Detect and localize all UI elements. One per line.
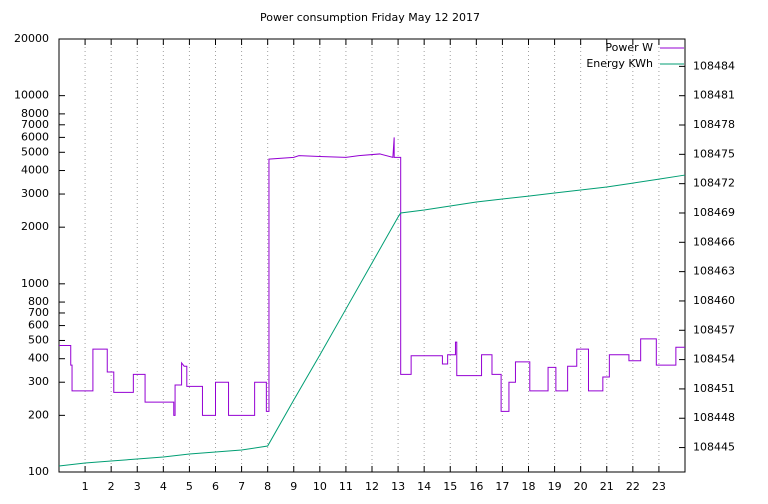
y-tick-label: 200 — [28, 408, 49, 421]
x-tick-label: 7 — [238, 480, 245, 493]
x-tick-label: 5 — [186, 480, 193, 493]
y-tick-label: 1000 — [21, 277, 49, 290]
x-tick-label: 20 — [574, 480, 588, 493]
x-tick-label: 1 — [82, 480, 89, 493]
x-tick-label: 15 — [443, 480, 457, 493]
x-tick-label: 16 — [469, 480, 483, 493]
y2-tick-label: 108478 — [693, 118, 735, 131]
y-tick-label: 5000 — [21, 145, 49, 158]
y2-tick-label: 108445 — [693, 441, 735, 454]
y2-tick-label: 108454 — [693, 353, 735, 366]
y2-tick-label: 108451 — [693, 382, 735, 395]
y-tick-label: 300 — [28, 375, 49, 388]
x-tick-label: 4 — [160, 480, 167, 493]
x-tick-label: 6 — [212, 480, 219, 493]
y2-tick-label: 108457 — [693, 323, 735, 336]
x-tick-label: 19 — [548, 480, 562, 493]
y-tick-label: 20000 — [14, 32, 49, 45]
x-tick-label: 2 — [108, 480, 115, 493]
legend-label: Power W — [605, 41, 653, 54]
x-tick-label: 21 — [600, 480, 614, 493]
y-tick-label: 100 — [28, 465, 49, 478]
x-tick-label: 11 — [339, 480, 353, 493]
y-tick-label: 3000 — [21, 187, 49, 200]
y-tick-label: 6000 — [21, 130, 49, 143]
x-tick-label: 17 — [495, 480, 509, 493]
x-tick-label: 18 — [522, 480, 536, 493]
x-tick-label: 3 — [134, 480, 141, 493]
y-tick-label: 800 — [28, 295, 49, 308]
series-line — [59, 137, 685, 416]
chart-title: Power consumption Friday May 12 2017 — [260, 11, 480, 24]
x-tick-label: 9 — [290, 480, 297, 493]
y-tick-label: 10000 — [14, 89, 49, 102]
y-tick-label: 500 — [28, 333, 49, 346]
y2-tick-label: 108472 — [693, 177, 735, 190]
y2-tick-label: 108481 — [693, 89, 735, 102]
series-line — [58, 174, 686, 467]
y-tick-label: 2000 — [21, 220, 49, 233]
y-tick-label: 7000 — [21, 118, 49, 131]
x-tick-label: 8 — [264, 480, 271, 493]
y2-tick-label: 108466 — [693, 235, 735, 248]
y-tick-label: 400 — [28, 352, 49, 365]
x-tick-label: 23 — [652, 480, 666, 493]
x-tick-label: 14 — [417, 480, 431, 493]
y2-tick-label: 108460 — [693, 294, 735, 307]
x-tick-label: 22 — [626, 480, 640, 493]
y2-tick-label: 108475 — [693, 147, 735, 160]
x-tick-label: 12 — [365, 480, 379, 493]
y-tick-label: 8000 — [21, 107, 49, 120]
legend-label: Energy KWh — [586, 57, 653, 70]
x-tick-label: 10 — [313, 480, 327, 493]
y2-tick-label: 108463 — [693, 265, 735, 278]
y-tick-label: 700 — [28, 306, 49, 319]
y2-tick-label: 108484 — [693, 59, 735, 72]
y2-tick-label: 108448 — [693, 411, 735, 424]
y-tick-label: 600 — [28, 319, 49, 332]
x-tick-label: 13 — [391, 480, 405, 493]
y-tick-label: 4000 — [21, 164, 49, 177]
y2-tick-label: 108469 — [693, 206, 735, 219]
